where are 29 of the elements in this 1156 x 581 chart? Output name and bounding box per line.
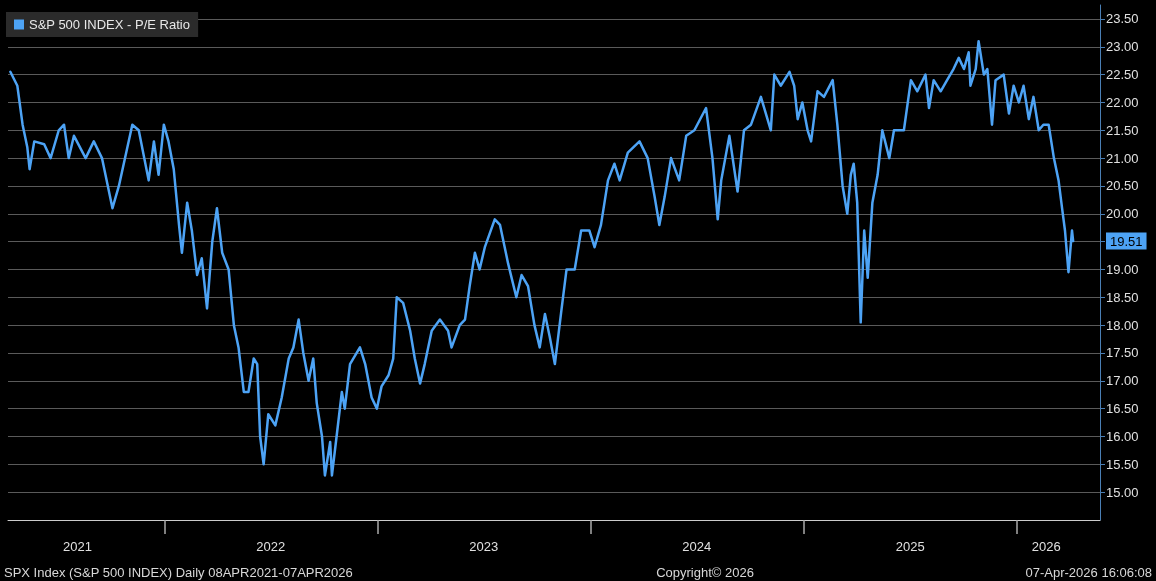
y-tick-label: 22.00 xyxy=(1106,94,1139,110)
y-tick-label: 23.00 xyxy=(1106,39,1139,55)
legend-label: S&P 500 INDEX - P/E Ratio xyxy=(29,17,190,32)
y-tick-label: 22.50 xyxy=(1106,67,1139,83)
y-tick-label: 18.00 xyxy=(1106,317,1139,333)
y-tick-label: 21.50 xyxy=(1106,122,1139,138)
y-tick-label: 16.00 xyxy=(1106,428,1139,444)
y-tick-label: 18.50 xyxy=(1106,289,1139,305)
x-tick-label: 2026 xyxy=(1031,539,1061,554)
x-tick-label: 2025 xyxy=(895,539,925,554)
y-tick-label: 19.00 xyxy=(1106,261,1139,277)
x-tick-label: 2021 xyxy=(62,539,92,554)
y-tick-label: 16.50 xyxy=(1106,401,1139,417)
y-tick-label: 20.50 xyxy=(1106,178,1139,194)
text: SPX Index (S&P 500 INDEX) Daily 08APR2021-07APR2026 xyxy=(4,564,353,580)
y-tick-label: 23.50 xyxy=(1106,11,1139,27)
y-tick-label: 21.00 xyxy=(1106,150,1139,166)
text: 07-Apr-2026 16:06:08 xyxy=(1025,564,1152,580)
y-tick-label: 20.00 xyxy=(1106,206,1139,222)
y-tick-label: 15.00 xyxy=(1106,484,1139,500)
x-tick-label: 2024 xyxy=(682,539,712,554)
x-tick-label: 2022 xyxy=(256,539,286,554)
annotation: 19.51 xyxy=(1110,233,1143,249)
text: Copyright© 2026 xyxy=(656,564,754,580)
x-tick-label: 2023 xyxy=(469,539,499,554)
y-tick-label: 17.50 xyxy=(1106,345,1139,361)
y-tick-label: 17.00 xyxy=(1106,373,1139,389)
y-tick-label: 15.50 xyxy=(1106,456,1139,472)
line-series xyxy=(9,39,1075,477)
